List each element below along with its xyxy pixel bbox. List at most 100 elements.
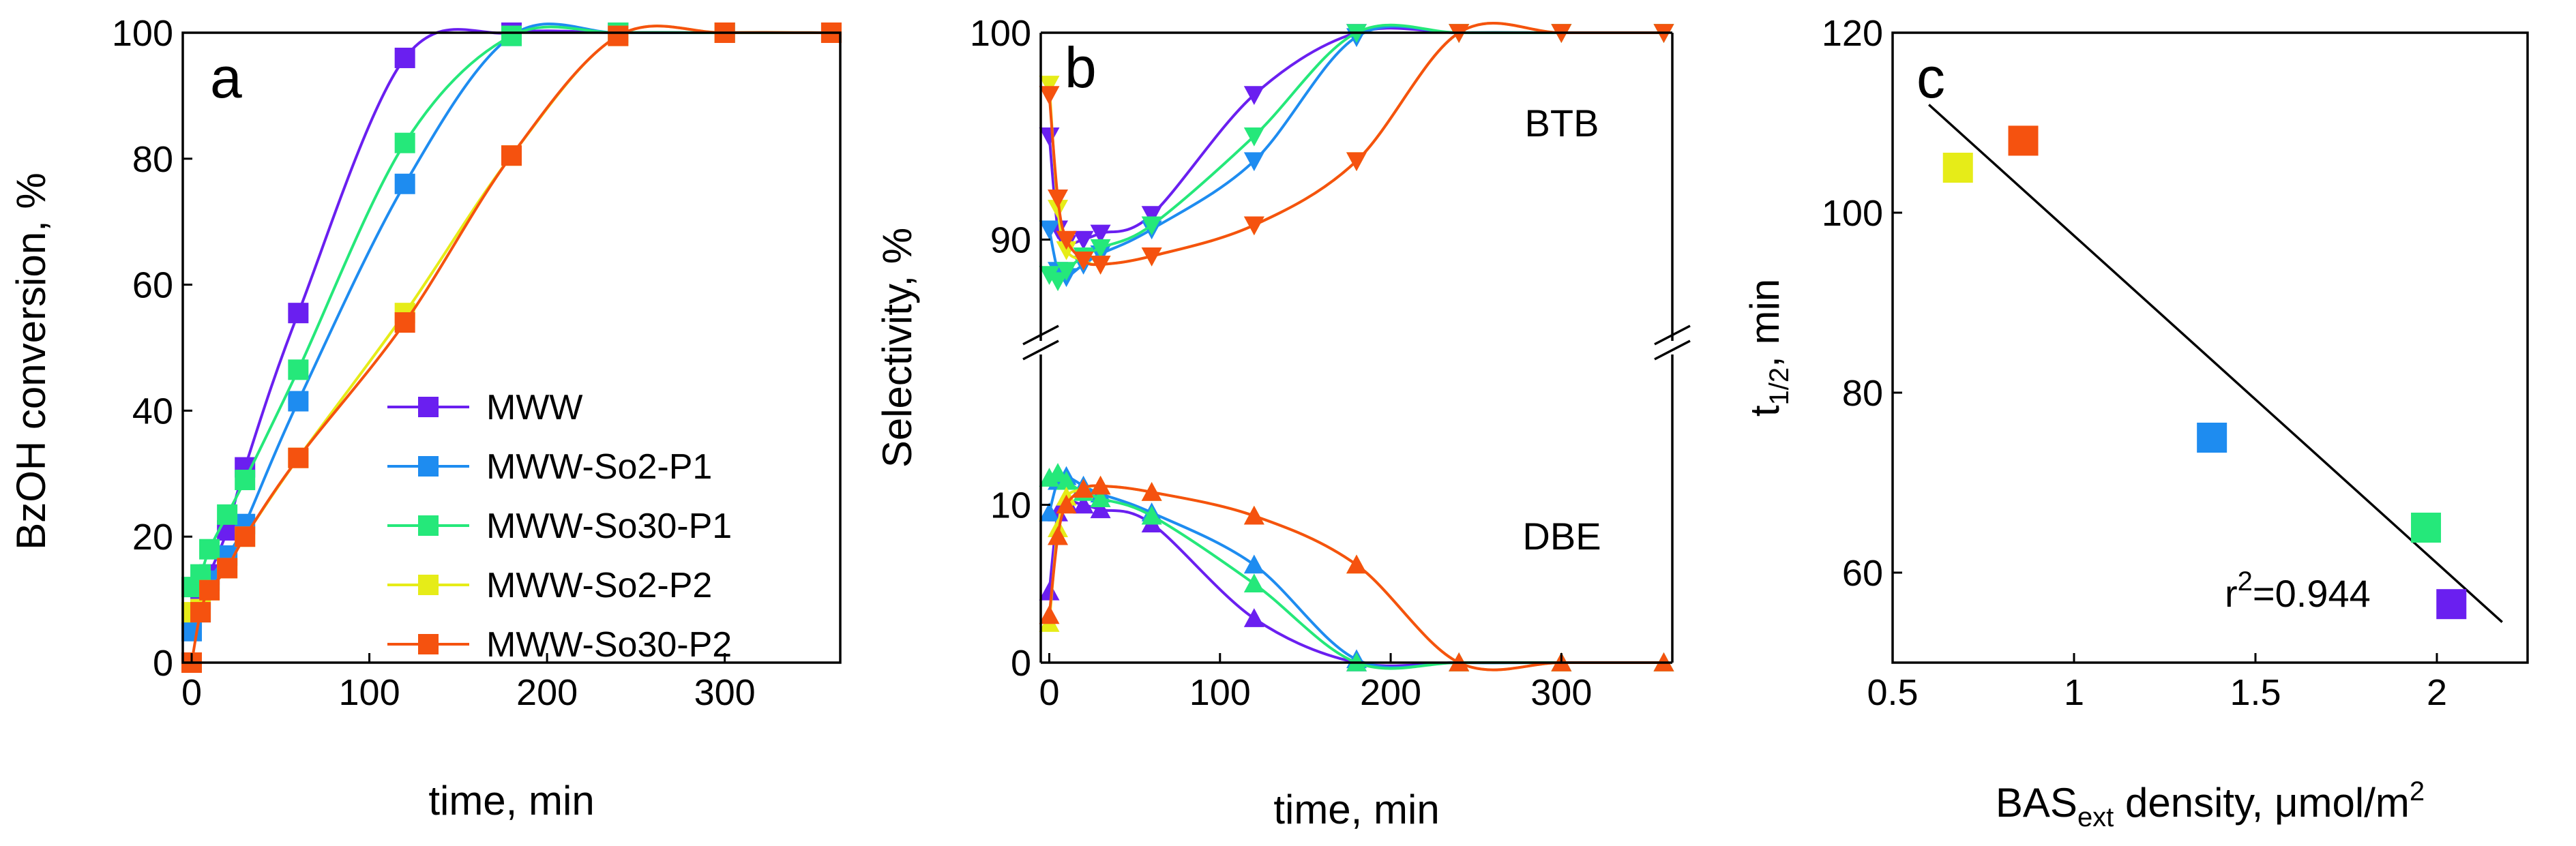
r-squared-annotation: r2=0.944 bbox=[2225, 566, 2371, 615]
dbe-point-MWW-So2-P1 bbox=[1039, 502, 1060, 522]
dbe-line-MWW-So2-P2 bbox=[1048, 484, 1664, 671]
data-point-MWW-So30-P2 bbox=[288, 447, 309, 468]
annotation-btb: BTB bbox=[1525, 102, 1599, 145]
dbe-point-MWW-So30-P1 bbox=[1090, 488, 1111, 507]
y-axis-title-b: Selectivity, % bbox=[874, 228, 920, 468]
dbe-point-MWW-So30-P2 bbox=[1346, 554, 1367, 574]
btb-point-MWW bbox=[1141, 206, 1162, 226]
dbe-point-MWW-So30-P2 bbox=[1073, 479, 1094, 498]
panel-b: 0 100 200 300 90 100 0 10 time, min Selectivity, … bbox=[874, 13, 1691, 832]
x-axis-title-c-part: BAS bbox=[1996, 780, 2077, 826]
legend-marker-MWW-So30-P1 bbox=[418, 515, 439, 536]
dbe-line-MWW-So30-P2 bbox=[1048, 484, 1664, 671]
dbe-point-MWW-So30-P1 bbox=[1141, 505, 1162, 525]
dbe-point-MWW bbox=[1243, 608, 1264, 627]
scatter-point-MWW-So30-P2 bbox=[2008, 125, 2039, 156]
fit-line bbox=[1928, 104, 2503, 623]
btb-point-MWW-So30-P1 bbox=[1243, 127, 1264, 147]
c-ytick-label: 80 bbox=[1842, 373, 1883, 414]
y-axis-title-a: BzOH conversion, % bbox=[8, 172, 54, 550]
btb-point-MWW bbox=[1243, 86, 1264, 106]
dbe-point-MWW-So30-P2 bbox=[1048, 526, 1069, 545]
btb-point-MWW-So30-P1 bbox=[1141, 216, 1162, 236]
b-xtick-label: 100 bbox=[1189, 672, 1251, 713]
btb-point-MWW-So30-P2 bbox=[1039, 86, 1060, 106]
data-point-MWW-So30-P2 bbox=[217, 558, 238, 579]
c-xtick-label: 0.5 bbox=[1867, 672, 1918, 713]
series-line-MWW-So30-P1 bbox=[190, 25, 831, 588]
data-point-MWW-So30-P2 bbox=[501, 145, 522, 166]
btb-point-MWW-So2-P1 bbox=[1243, 152, 1264, 172]
x-axis-title-b: time, min bbox=[1273, 787, 1439, 832]
data-point-MWW-So30-P1 bbox=[501, 25, 522, 46]
x-axis-title-a: time, min bbox=[428, 778, 594, 824]
y-axis-title-c-part: t bbox=[1742, 405, 1788, 417]
btb-point-MWW bbox=[1090, 224, 1111, 244]
dbe-point-MWW bbox=[1039, 581, 1060, 601]
legend-marker-MWW-So2-P1 bbox=[418, 456, 439, 477]
dbe-point-MWW-So30-P1 bbox=[1056, 470, 1077, 490]
a-xtick-label: 0 bbox=[181, 672, 202, 713]
x-axis-title-c: BASext density, μmol/m2 bbox=[1996, 776, 2425, 832]
a-xtick-label: 100 bbox=[339, 672, 400, 713]
btb-point-MWW-So30-P2 bbox=[1141, 247, 1162, 267]
b-lower-ytick-label: 0 bbox=[1011, 643, 1031, 684]
legend-label-MWW: MWW bbox=[486, 388, 582, 427]
data-point-MWW bbox=[394, 47, 415, 68]
b-lower-ytick-label: 10 bbox=[990, 485, 1031, 526]
btb-point-MWW-So30-P2 bbox=[1073, 252, 1094, 271]
data-point-MWW-So30-P1 bbox=[394, 132, 415, 153]
y-axis-title-c-part: 1/2 bbox=[1764, 367, 1794, 406]
data-point-MWW-So30-P2 bbox=[235, 526, 256, 547]
panel-letter-b: b bbox=[1065, 35, 1097, 100]
c-xtick-label: 2 bbox=[2427, 672, 2447, 713]
y-axis-title-c: t1/2, min bbox=[1742, 279, 1794, 417]
r-squared-annotation-part: 2 bbox=[2238, 566, 2253, 596]
c-ytick-label: 60 bbox=[1842, 553, 1883, 594]
dbe-point-MWW bbox=[1090, 499, 1111, 519]
c-ytick-label: 100 bbox=[1822, 193, 1883, 234]
plot-frame-c bbox=[1891, 31, 2529, 664]
data-point-MWW bbox=[288, 303, 309, 324]
data-point-MWW-So30-P2 bbox=[199, 579, 220, 601]
panel-a: 0 100 200 300 0 20 40 60 80 100 time, min BzOH conv… bbox=[8, 13, 842, 824]
x-axis-title-c-part: 2 bbox=[2410, 776, 2425, 806]
legend-label-MWW-So30-P1: MWW-So30-P1 bbox=[486, 507, 732, 546]
b-xtick-label: 300 bbox=[1530, 672, 1592, 713]
dbe-point-MWW-So30-P1 bbox=[1039, 468, 1060, 487]
b-upper-ytick-label: 100 bbox=[970, 13, 1031, 54]
legend-label-MWW-So30-P2: MWW-So30-P2 bbox=[486, 625, 732, 665]
a-xtick-label: 300 bbox=[694, 672, 756, 713]
legend-label-MWW-So2-P2: MWW-So2-P2 bbox=[486, 566, 712, 605]
btb-point-MWW bbox=[1039, 127, 1060, 147]
dbe-point-MWW-So2-P1 bbox=[1243, 554, 1264, 574]
dbe-point-MWW bbox=[1073, 494, 1094, 514]
a-ytick-label: 0 bbox=[153, 643, 173, 684]
a-ytick-label: 60 bbox=[132, 265, 173, 306]
btb-line-MWW-So2-P1 bbox=[1048, 25, 1664, 279]
scatter-point-MWW bbox=[2436, 589, 2467, 620]
r-squared-annotation-part: =0.944 bbox=[2253, 572, 2371, 615]
axis-break-mark bbox=[1654, 339, 1691, 361]
annotation-dbe: DBE bbox=[1522, 515, 1601, 558]
data-point-MWW-So30-P2 bbox=[394, 312, 415, 333]
c-xtick-label: 1 bbox=[2064, 672, 2084, 713]
data-point-MWW-So30-P1 bbox=[288, 359, 309, 380]
a-ytick-label: 100 bbox=[112, 13, 173, 54]
c-ytick-label: 120 bbox=[1822, 13, 1883, 54]
btb-point-MWW-So2-P2 bbox=[1056, 241, 1077, 260]
x-axis-title-c-part: density, μmol/m bbox=[2114, 780, 2410, 826]
btb-point-MWW bbox=[1073, 230, 1094, 250]
btb-point-MWW-So30-P1 bbox=[1056, 262, 1077, 281]
b-xtick-label: 200 bbox=[1360, 672, 1421, 713]
y-axis-title-c-part: , min bbox=[1742, 279, 1788, 367]
axis-break-mark bbox=[1022, 324, 1059, 346]
btb-point-MWW-So30-P2 bbox=[1243, 216, 1264, 236]
data-point-MWW-So30-P1 bbox=[217, 504, 238, 525]
b-upper-ytick-label: 90 bbox=[990, 220, 1031, 260]
dbe-point-MWW-So30-P2 bbox=[1090, 475, 1111, 495]
data-point-MWW-So2-P1 bbox=[288, 391, 309, 412]
data-point-MWW-So30-P2 bbox=[190, 602, 211, 623]
